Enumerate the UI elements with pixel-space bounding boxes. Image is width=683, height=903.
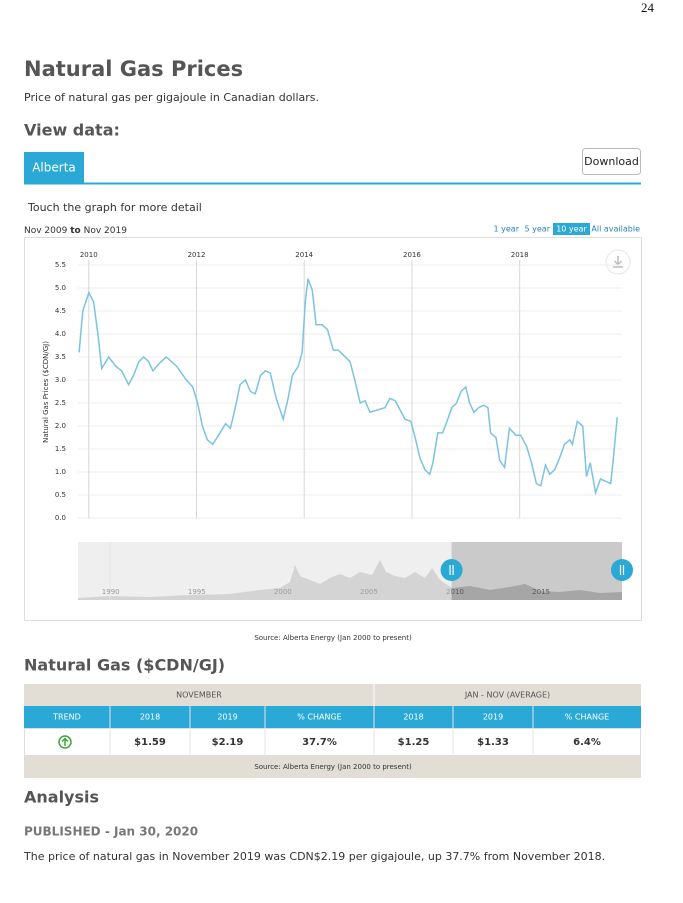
- x-tick-label: 2014: [295, 251, 313, 259]
- navigator-handle[interactable]: [440, 559, 463, 581]
- trend-arrow: [61, 737, 69, 746]
- y-tick-label: 4.5: [55, 307, 66, 315]
- price-line: [78, 278, 618, 496]
- navigator-handle-grip: [449, 565, 454, 575]
- navigator-area: [78, 560, 622, 600]
- analysis-heading: Analysis: [24, 788, 99, 807]
- table-data-row: [24, 728, 641, 756]
- range-button[interactable]: 5 year: [525, 225, 551, 234]
- y-tick-label: 5.0: [55, 284, 66, 292]
- date-from: Nov 2009: [24, 226, 68, 236]
- x-tick-label: 2018: [511, 251, 529, 259]
- table-title: Natural Gas ($CDN/GJ): [24, 656, 225, 675]
- section-heading: View data:: [24, 121, 120, 140]
- table-cell: 37.7%: [302, 737, 337, 748]
- table-cell: 6.4%: [573, 737, 601, 748]
- table-cell: $1.25: [398, 737, 430, 748]
- y-tick-label: 5.5: [55, 261, 66, 269]
- date-to: Nov 2019: [84, 226, 128, 236]
- navigator-handle[interactable]: [611, 559, 633, 581]
- page-subtitle: Price of natural gas per gigajoule in Ca…: [24, 91, 319, 104]
- download-label[interactable]: Download: [584, 155, 639, 168]
- analysis-text: The price of natural gas in November 201…: [23, 850, 605, 863]
- navigator-tick-label: 1995: [188, 588, 206, 596]
- y-tick-label: 0.0: [55, 514, 66, 522]
- table-column-header: TREND: [52, 713, 81, 722]
- y-tick-label: 1.0: [55, 468, 66, 476]
- table-cell: $1.59: [134, 737, 166, 748]
- range-button-active[interactable]: [553, 223, 590, 235]
- tab-label[interactable]: Alberta: [32, 161, 76, 175]
- table-source-row: [24, 756, 641, 778]
- y-tick-label: 4.0: [55, 330, 66, 338]
- published-date: PUBLISHED - Jan 30, 2020: [24, 825, 198, 839]
- navigator-selection: [451, 542, 622, 600]
- table-cell: $1.33: [477, 737, 509, 748]
- y-tick-label: 3.5: [55, 353, 66, 361]
- date-range: Nov 2009 to Nov 2019: [24, 226, 127, 236]
- table-column-header: % CHANGE: [565, 713, 609, 722]
- navigator-tick-label: 1990: [102, 588, 120, 596]
- y-tick-label: 1.5: [55, 445, 66, 453]
- x-tick-label: 2012: [188, 251, 206, 259]
- y-tick-label: 0.5: [55, 491, 66, 499]
- chart-source: Source: Alberta Energy (Jan 2000 to pres…: [254, 634, 412, 642]
- navigator-tick-label: 2000: [274, 588, 292, 596]
- navigator-tick-label: 2005: [360, 588, 378, 596]
- navigator-tick-label: 2010: [446, 588, 464, 596]
- x-tick-label: 2010: [80, 251, 98, 259]
- date-sep: to: [70, 226, 81, 236]
- table-column-header: 2018: [140, 713, 160, 722]
- y-tick-label: 3.0: [55, 376, 66, 384]
- y-tick-label: 2.0: [55, 422, 66, 430]
- x-tick-label: 2016: [403, 251, 421, 259]
- page-title: Natural Gas Prices: [24, 57, 243, 81]
- y-tick-label: 2.5: [55, 399, 66, 407]
- table-source: Source: Alberta Energy (Jan 2000 to pres…: [254, 763, 412, 771]
- table-header-row: [24, 706, 641, 728]
- table-column-header: 2019: [483, 713, 503, 722]
- navigator-handle-grip: [619, 565, 625, 575]
- range-button[interactable]: All available: [591, 225, 640, 234]
- download-button[interactable]: [582, 148, 641, 175]
- table-group-header: NOVEMBER: [176, 691, 222, 700]
- hint: Touch the graph for more detail: [27, 201, 202, 214]
- navigator-tick-label: 2015: [532, 588, 550, 596]
- table-group-header: JAN - NOV (AVERAGE): [464, 691, 550, 700]
- table-column-header: 2019: [217, 713, 237, 722]
- tab-active[interactable]: [24, 152, 84, 183]
- table-column-header: 2018: [403, 713, 423, 722]
- y-axis-label: Natural Gas Prices ($CDN/GJ): [42, 341, 50, 443]
- table-group-row: [24, 684, 641, 706]
- page-number: 24: [641, 0, 655, 15]
- navigator: 1990 1995 2000 2005 2010 2015: [78, 542, 633, 600]
- range-button[interactable]: 1 year: [494, 225, 520, 234]
- table-column-header: % CHANGE: [297, 713, 341, 722]
- table-cell: $2.19: [212, 737, 244, 748]
- navigator-mask: [78, 542, 452, 600]
- range-button[interactable]: 10 year: [556, 225, 587, 234]
